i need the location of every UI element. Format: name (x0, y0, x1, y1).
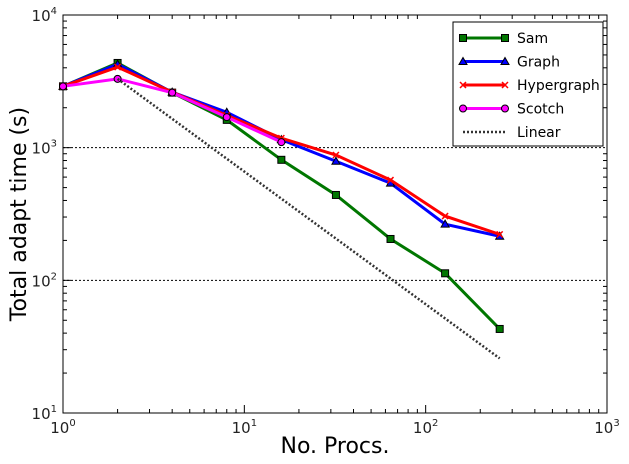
data-point-graph (331, 156, 341, 165)
x-tick-label: 100 (50, 418, 75, 437)
data-point-hypergraph (441, 212, 449, 220)
y-tick-label-exp: 4 (51, 6, 57, 17)
x-tick-label: 101 (232, 418, 257, 437)
series-line-linear (116, 77, 501, 360)
data-point-hypergraph (496, 230, 504, 238)
y-tick-label: 103 (32, 139, 57, 158)
data-point-graph (440, 219, 450, 228)
data-point-scotch (168, 88, 177, 97)
data-point-scotch (222, 113, 231, 122)
y-tick-label-exp: 1 (51, 404, 57, 415)
data-point-sam (386, 234, 395, 243)
series-line-sam (62, 61, 501, 331)
y-tick-label-base: 10 (32, 272, 51, 290)
data-point-hypergraph (386, 176, 395, 184)
x-tick-label-exp: 2 (432, 418, 438, 429)
y-tick-label-base: 10 (32, 7, 51, 25)
legend-marker (501, 81, 509, 89)
x-tick-label: 103 (594, 418, 619, 437)
y-tick-label-exp: 2 (51, 271, 57, 282)
x-tick-label-exp: 0 (69, 418, 75, 429)
legend-marker (459, 81, 467, 89)
x-tick-label-exp: 1 (251, 418, 257, 429)
y-tick-label: 104 (32, 6, 57, 25)
legend-marker (459, 34, 467, 42)
legend-label: Sam (517, 31, 548, 47)
legend-marker (459, 104, 467, 113)
x-tick-label-base: 10 (232, 419, 251, 437)
data-point-sam (277, 155, 286, 164)
data-point-sam (441, 269, 450, 278)
legend-marker (501, 34, 509, 42)
legend-label: Scotch (517, 102, 564, 118)
legend-label: Linear (517, 125, 561, 141)
y-tick-label: 102 (32, 271, 57, 290)
legend-marker (501, 104, 509, 113)
legend-label: Hypergraph (517, 78, 600, 94)
data-point-scotch (277, 138, 286, 147)
data-point-scotch (59, 82, 67, 91)
x-tick-label-base: 10 (594, 419, 613, 437)
y-tick-label: 101 (32, 404, 57, 423)
y-tick-label-base: 10 (32, 405, 51, 423)
data-point-sam (495, 324, 504, 333)
plot-frame (62, 14, 608, 414)
y-tick-label-exp: 3 (51, 139, 57, 150)
x-tick-label-base: 10 (413, 419, 432, 437)
x-tick-label-base: 10 (50, 419, 69, 437)
x-tick-label-exp: 3 (613, 418, 619, 429)
y-axis-label: Total adapt time (s) (7, 107, 32, 322)
data-point-hypergraph (114, 63, 122, 71)
legend-label: Graph (517, 55, 560, 71)
y-tick-label-base: 10 (32, 140, 51, 158)
x-axis-label: No. Procs. (281, 434, 390, 459)
legend-marker (500, 56, 510, 65)
data-point-sam (331, 190, 340, 199)
x-tick-label: 102 (413, 418, 438, 437)
legend-marker (458, 56, 468, 65)
data-point-hypergraph (332, 151, 340, 159)
series-line-hypergraph (62, 65, 501, 236)
